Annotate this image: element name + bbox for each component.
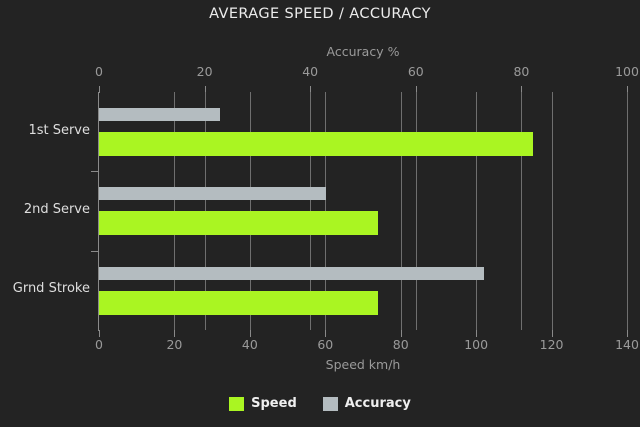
gridline [476, 92, 478, 330]
axis-tick [325, 330, 327, 337]
legend-label: Accuracy [344, 396, 411, 411]
axis-tick [627, 86, 628, 93]
category-labels: 1st Serve 2nd Serve Grnd Stroke [0, 0, 90, 427]
top-axis-tick-label: 0 [95, 64, 103, 79]
axis-tick [521, 86, 523, 93]
bar-accuracy [99, 187, 327, 201]
bar-accuracy [99, 108, 221, 121]
axis-tick [627, 330, 628, 337]
category-label: Grnd Stroke [12, 281, 90, 297]
bottom-axis-tick-label: 80 [392, 337, 409, 352]
gridline [325, 92, 327, 330]
axis-tick [476, 330, 478, 337]
axis-tick [249, 330, 251, 337]
axis-tick [99, 86, 100, 93]
bottom-axis-tick-label: 40 [241, 337, 258, 352]
axis-tick [400, 330, 402, 337]
gridline [204, 92, 206, 330]
gridline [310, 92, 312, 330]
bottom-axis-label: Speed km/h [325, 357, 401, 372]
bar-speed [99, 132, 533, 156]
gridline [400, 92, 402, 330]
plot-area [99, 92, 628, 330]
bar-speed [99, 290, 379, 315]
axis-tick [310, 86, 312, 93]
axis-origin [99, 330, 100, 331]
gridline [627, 92, 628, 330]
category-axis-line [98, 92, 99, 331]
chart-title: AVERAGE SPEED / ACCURACY [209, 6, 431, 22]
bottom-axis-tick-label: 0 [95, 337, 103, 352]
legend-swatch-icon [322, 396, 338, 411]
gridline [415, 92, 417, 330]
bottom-axis-tick-label: 140 [615, 337, 639, 352]
top-axis-tick-label: 20 [196, 64, 213, 79]
category-label: 1st Serve [28, 122, 90, 138]
category-tick [91, 171, 99, 173]
axis-tick [174, 330, 176, 337]
bar-accuracy [99, 266, 485, 280]
axis-tick [99, 330, 100, 337]
top-axis-tick-label: 80 [513, 64, 530, 79]
bottom-axis-tick-label: 20 [166, 337, 183, 352]
legend-item[interactable]: Speed [229, 396, 297, 411]
category-tick [91, 250, 99, 252]
top-axis-tick-label: 60 [407, 64, 424, 79]
gridline [249, 92, 251, 330]
gridline [551, 92, 553, 330]
legend-swatch-icon [229, 396, 245, 411]
top-axis-tick-label: 40 [302, 64, 319, 79]
bottom-axis-tick-label: 120 [539, 337, 564, 352]
legend-item[interactable]: Accuracy [322, 396, 411, 411]
bottom-axis-tick-label: 60 [317, 337, 334, 352]
axis-tick [415, 86, 417, 93]
chart-legend: Speed Accuracy [0, 396, 640, 411]
top-axis-tick-label: 100 [615, 64, 639, 79]
bottom-axis-tick-label: 100 [464, 337, 489, 352]
gridline [174, 92, 176, 330]
axis-tick [204, 86, 206, 93]
axis-tick [551, 330, 553, 337]
legend-label: Speed [251, 396, 297, 411]
gridline [521, 92, 523, 330]
category-label: 2nd Serve [23, 202, 90, 217]
bar-speed [99, 211, 379, 236]
top-axis-label: Accuracy % [326, 44, 400, 59]
